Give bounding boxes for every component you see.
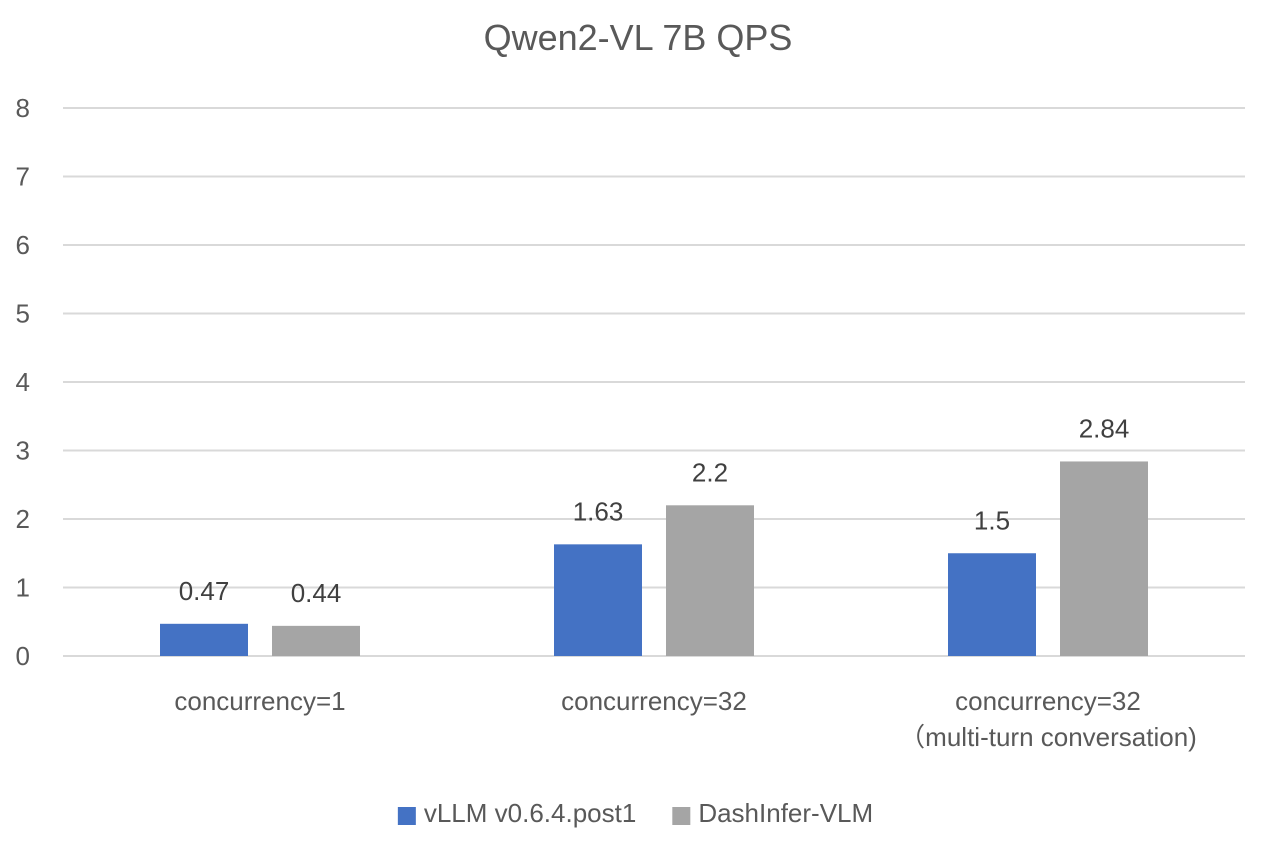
y-tick-label: 0: [16, 641, 30, 671]
data-label: 2.2: [692, 457, 728, 487]
bar: [948, 553, 1036, 656]
y-tick-label: 7: [16, 162, 30, 192]
bar: [272, 625, 360, 656]
legend-label: DashInfer-VLM: [698, 798, 873, 828]
x-tick-label: （multi-turn conversation): [899, 722, 1197, 752]
legend-item: vLLM v0.6.4.post1: [397, 798, 636, 828]
chart-title: Qwen2-VL 7B QPS: [484, 17, 793, 58]
x-tick-label: concurrency=32: [561, 686, 747, 716]
legend-label: vLLM v0.6.4.post1: [424, 798, 636, 828]
x-tick-label: concurrency=1: [174, 686, 345, 716]
data-label: 2.84: [1079, 413, 1130, 443]
legend-swatch: [672, 807, 691, 825]
legend-swatch: [397, 807, 416, 825]
x-tick-label: concurrency=32: [955, 686, 1141, 716]
bar: [1060, 461, 1148, 656]
bar: [554, 544, 642, 656]
y-tick-label: 8: [16, 93, 30, 123]
grid-lines: [63, 107, 1245, 657]
legend-item: DashInfer-VLM: [672, 798, 873, 828]
data-label: 0.47: [179, 576, 230, 606]
data-label: 1.63: [573, 496, 624, 526]
y-tick-label: 3: [16, 436, 30, 466]
data-label: 1.5: [974, 505, 1010, 535]
y-axis-ticks: 0 1 2 3 4 5 6 7 8: [16, 93, 30, 671]
data-labels: 0.47 0.44 1.63 2.2 1.5 2.84: [179, 413, 1130, 607]
data-label: 0.44: [291, 578, 342, 608]
x-axis-ticks: concurrency=1 concurrency=32 concurrency=3…: [174, 686, 1196, 752]
y-tick-label: 2: [16, 504, 30, 534]
y-tick-label: 6: [16, 230, 30, 260]
y-tick-label: 5: [16, 299, 30, 329]
y-tick-label: 1: [16, 573, 30, 603]
legend: vLLM v0.6.4.post1 DashInfer-VLM: [397, 798, 873, 828]
bars: [160, 461, 1148, 656]
bar: [666, 505, 754, 656]
bar: [160, 623, 248, 656]
y-tick-label: 4: [16, 367, 30, 397]
